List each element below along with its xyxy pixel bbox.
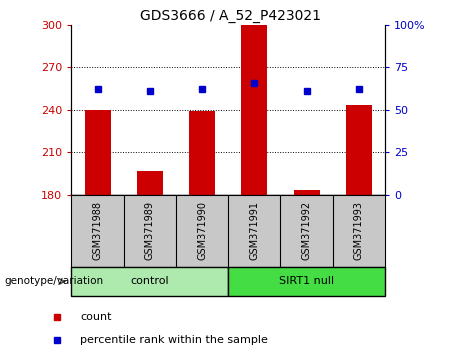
Text: GSM371988: GSM371988 <box>93 200 103 259</box>
Text: count: count <box>80 312 112 322</box>
Bar <box>346 105 372 195</box>
Text: GSM371993: GSM371993 <box>354 200 364 259</box>
FancyBboxPatch shape <box>71 267 228 296</box>
Text: SIRT1 null: SIRT1 null <box>279 276 334 286</box>
FancyBboxPatch shape <box>228 267 385 296</box>
Text: GSM371991: GSM371991 <box>249 200 260 259</box>
Bar <box>294 190 319 195</box>
Text: percentile rank within the sample: percentile rank within the sample <box>80 335 268 346</box>
Bar <box>84 110 111 195</box>
Text: control: control <box>130 276 169 286</box>
Text: GSM371989: GSM371989 <box>145 200 155 259</box>
Text: GSM371992: GSM371992 <box>301 200 312 259</box>
Bar <box>189 111 215 195</box>
Bar <box>241 25 267 195</box>
Text: GDS3666 / A_52_P423021: GDS3666 / A_52_P423021 <box>140 9 321 23</box>
Bar <box>137 171 163 195</box>
Text: genotype/variation: genotype/variation <box>5 276 104 286</box>
Text: GSM371990: GSM371990 <box>197 200 207 259</box>
